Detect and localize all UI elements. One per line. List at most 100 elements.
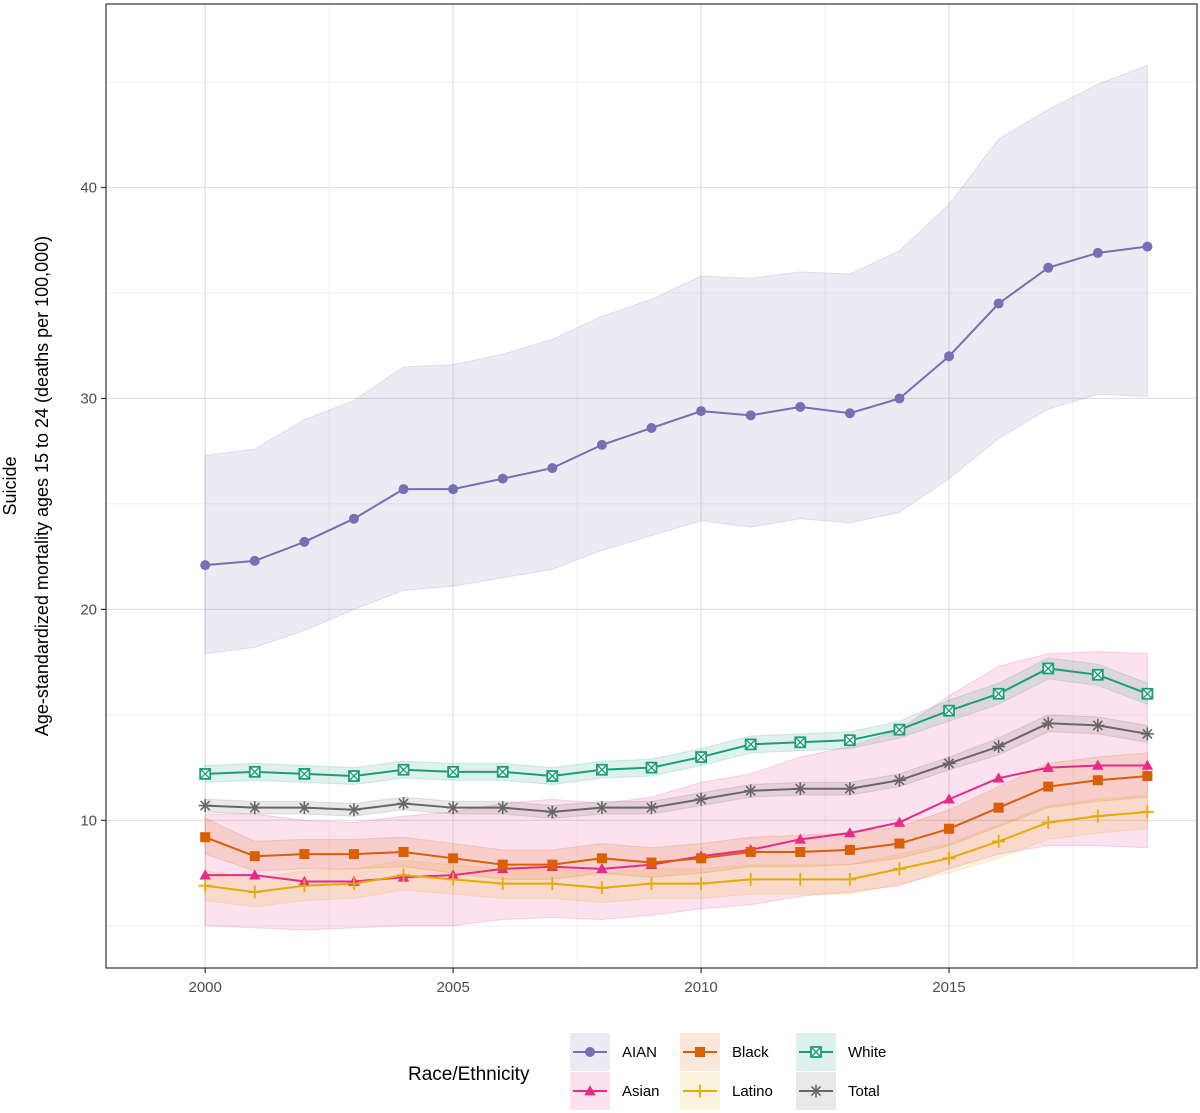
point-total-2016-a135 xyxy=(993,741,1004,752)
y-tick-label-40: 40 xyxy=(80,180,97,197)
x-tick-label-2015: 2015 xyxy=(932,979,965,996)
point-asian-2000 xyxy=(199,869,211,880)
point-total-2019-a135 xyxy=(1142,728,1153,740)
legend: Race/Ethnicity AIAN Asian Black Latino White… xyxy=(408,1033,886,1110)
point-latino-2000 xyxy=(198,879,212,893)
point-white-2009 xyxy=(645,761,658,774)
point-white-2004 xyxy=(397,763,410,776)
point-white-2011-d2 xyxy=(745,738,757,750)
point-white-2019-d2 xyxy=(1141,688,1153,700)
point-black-2001 xyxy=(249,851,260,862)
point-white-2002-d2 xyxy=(298,768,310,780)
point-asian-2001 xyxy=(249,869,261,880)
point-total-2008 xyxy=(595,801,609,815)
point-latino-2011 xyxy=(744,872,758,886)
point-total-2001 xyxy=(248,801,262,815)
point-latino-2007 xyxy=(545,877,559,891)
point-asian-2015 xyxy=(943,793,955,804)
point-latino-2002 xyxy=(297,879,311,893)
series-markers xyxy=(198,241,1154,899)
point-latino-2018 xyxy=(1091,809,1105,823)
point-aian-2016 xyxy=(993,298,1004,309)
point-total-2014-a135 xyxy=(894,775,905,786)
point-white-2012 xyxy=(794,736,807,749)
point-total-2012 xyxy=(793,782,807,796)
point-white-2008 xyxy=(596,763,608,776)
point-latino-2015 xyxy=(942,851,956,865)
legend-key-aian xyxy=(570,1033,610,1071)
point-total-2003 xyxy=(347,803,361,817)
point-total-2000 xyxy=(198,799,212,813)
point-latino-2004 xyxy=(397,868,411,882)
point-white-2001-d2 xyxy=(249,766,261,778)
point-white-2018 xyxy=(1091,668,1104,681)
point-total-2011-a135 xyxy=(745,785,756,796)
point-latino-2014 xyxy=(892,862,906,876)
point-aian-2006 xyxy=(497,473,508,484)
legend-key-white xyxy=(796,1033,836,1071)
point-white-2010-d2 xyxy=(695,751,707,763)
point-white-2019 xyxy=(1141,687,1154,700)
point-white-2005 xyxy=(447,765,460,778)
point-white-2006 xyxy=(496,765,509,778)
point-aian-2010 xyxy=(696,406,707,417)
point-latino-2006 xyxy=(496,877,510,891)
point-asian-2014 xyxy=(893,816,906,827)
point-total-2003-a135 xyxy=(348,804,360,815)
point-black-2006 xyxy=(497,859,508,870)
point-white-2014-d2 xyxy=(893,724,905,736)
point-black-2004 xyxy=(398,846,409,857)
point-aian-2018 xyxy=(1092,247,1103,258)
series-lines xyxy=(204,245,1148,894)
point-black-2017 xyxy=(1043,781,1054,792)
point-total-2016 xyxy=(992,740,1006,754)
point-total-2000-a135 xyxy=(200,800,211,811)
point-latino-2017 xyxy=(1041,815,1055,829)
point-white-2016 xyxy=(992,687,1005,700)
point-aian-2009 xyxy=(646,422,657,433)
point-black-2003 xyxy=(348,849,359,860)
point-aian-2005 xyxy=(448,484,459,495)
line-total xyxy=(205,722,1148,813)
point-total-2014 xyxy=(892,773,906,787)
point-asian-2019 xyxy=(1141,759,1154,770)
point-total-2017-a135 xyxy=(1043,718,1054,729)
point-white-2011 xyxy=(744,738,757,751)
point-latino-2019 xyxy=(1140,805,1154,819)
x-tick-label-2010: 2010 xyxy=(684,979,717,996)
point-white-2002 xyxy=(298,768,311,780)
point-asian-2016 xyxy=(992,772,1005,783)
legend-label-total: Total xyxy=(848,1083,880,1100)
point-total-2017 xyxy=(1041,716,1055,730)
point-latino-2013 xyxy=(843,872,857,886)
point-white-2013-d2 xyxy=(844,734,856,746)
plot-panel-border xyxy=(105,3,1198,969)
point-aian-2001 xyxy=(249,555,260,566)
y-axis-title-line-2: Age-standardized mortality ages 15 to 24… xyxy=(32,236,52,736)
point-total-2015 xyxy=(942,756,956,770)
point-asian-2012 xyxy=(794,833,807,844)
point-asian-2013 xyxy=(844,827,856,838)
point-aian-2017 xyxy=(1043,262,1054,273)
point-total-2007 xyxy=(545,805,559,819)
point-white-2015-d2 xyxy=(943,705,955,717)
point-total-2010 xyxy=(694,792,708,806)
point-white-2004-d2 xyxy=(398,764,410,776)
legend-key-black xyxy=(680,1033,720,1071)
legend-title: Race/Ethnicity xyxy=(408,1064,530,1085)
y-tick-label-30: 30 xyxy=(80,390,97,407)
point-total-2009 xyxy=(645,801,658,815)
legend-label-asian: Asian xyxy=(622,1083,660,1100)
band-black xyxy=(204,752,1148,880)
point-white-2010 xyxy=(695,751,707,763)
point-white-2009-d2 xyxy=(646,762,657,774)
point-latino-2012 xyxy=(793,872,807,886)
legend-marker-asian xyxy=(584,1085,596,1096)
y-tick-label-20: 20 xyxy=(80,601,97,618)
point-total-2005 xyxy=(446,801,460,815)
point-aian-2000 xyxy=(200,560,211,571)
legend-marker-total-a135 xyxy=(810,1085,822,1097)
point-black-2002 xyxy=(299,849,310,860)
legend-label-white: White xyxy=(848,1044,886,1061)
